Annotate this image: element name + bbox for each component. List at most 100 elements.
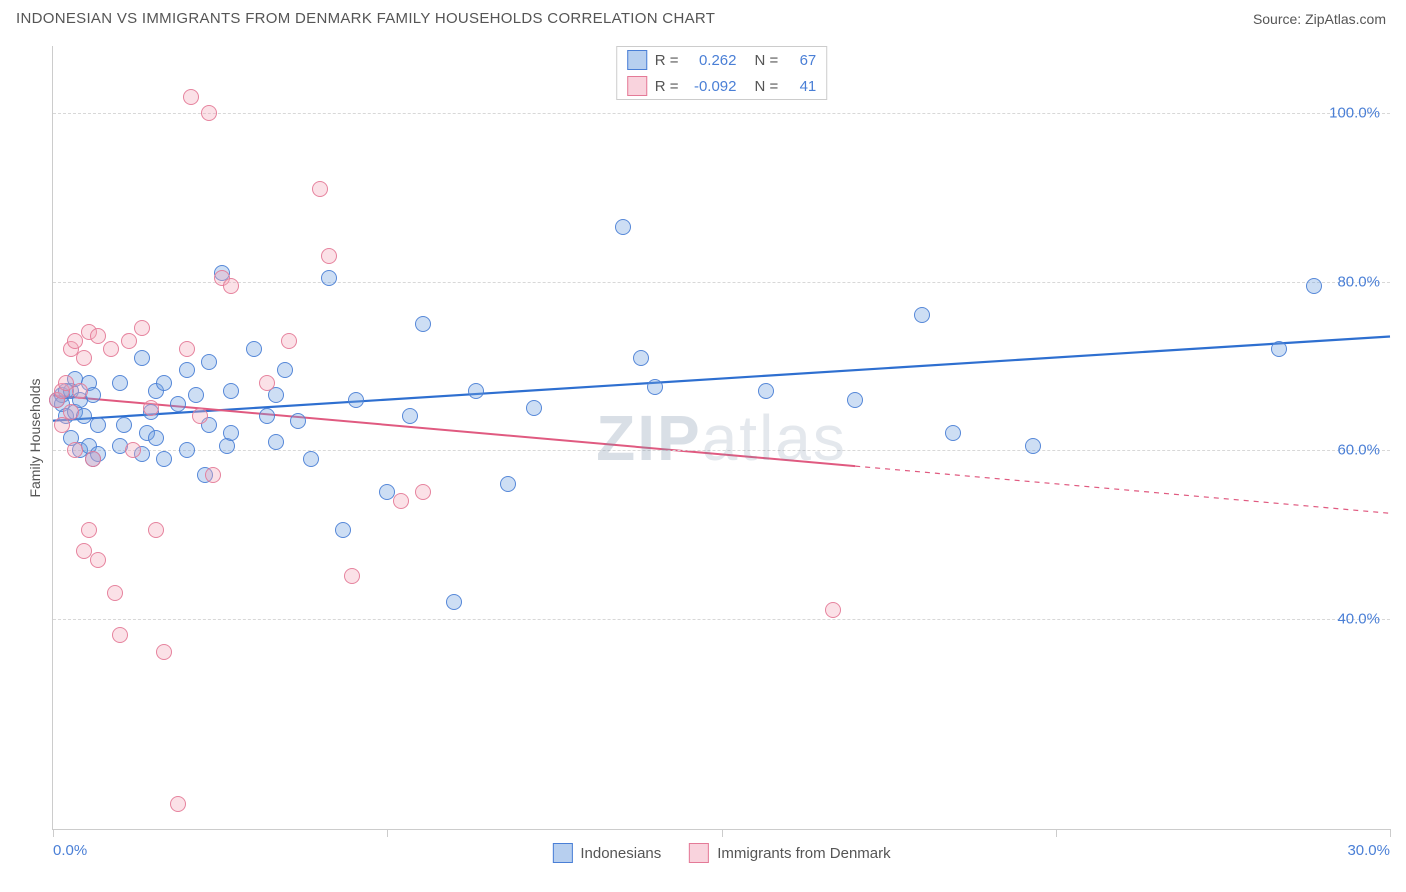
legend-n-value: 41 [786,78,816,95]
legend-n-label: N = [755,78,779,95]
data-point [281,333,297,349]
data-point [90,328,106,344]
data-point [1271,341,1287,357]
x-tick [1056,829,1057,837]
data-point [446,594,462,610]
legend-row: R = 0.262 N = 67 [617,47,827,73]
data-point [156,451,172,467]
legend-r-label: R = [655,78,679,95]
x-tick [722,829,723,837]
legend-r-label: R = [655,52,679,69]
data-point [303,451,319,467]
data-point [335,522,351,538]
data-point [103,341,119,357]
data-point [415,484,431,500]
data-point [415,316,431,332]
data-point [179,442,195,458]
x-tick [1390,829,1391,837]
y-tick-label: 80.0% [1337,273,1380,290]
data-point [156,375,172,391]
legend-r-value: -0.092 [687,78,737,95]
y-tick-label: 100.0% [1329,105,1380,122]
legend-series-label: Immigrants from Denmark [717,845,890,862]
data-point [90,417,106,433]
data-point [148,522,164,538]
data-point [321,270,337,286]
data-point [85,451,101,467]
data-point [223,383,239,399]
data-point [134,320,150,336]
legend-n-value: 67 [786,52,816,69]
data-point [1306,278,1322,294]
legend-series-label: Indonesians [580,845,661,862]
data-point [321,248,337,264]
data-point [526,400,542,416]
data-point [205,467,221,483]
legend-swatch [689,843,709,863]
data-point [156,644,172,660]
source-attribution: Source: ZipAtlas.com [1253,11,1386,27]
data-point [825,602,841,618]
data-point [223,278,239,294]
gridline [53,113,1390,114]
data-point [148,430,164,446]
data-point [143,400,159,416]
data-point [201,105,217,121]
data-point [277,362,293,378]
legend-series: Indonesians Immigrants from Denmark [552,843,890,863]
legend-row: R = -0.092 N = 41 [617,73,827,99]
legend-swatch [627,76,647,96]
x-tick [387,829,388,837]
data-point [223,425,239,441]
legend-item: Immigrants from Denmark [689,843,890,863]
data-point [112,375,128,391]
y-tick-label: 60.0% [1337,442,1380,459]
data-point [268,434,284,450]
data-point [847,392,863,408]
watermark: ZIPatlas [596,401,847,475]
legend-r-value: 0.262 [687,52,737,69]
legend-n-label: N = [755,52,779,69]
plot-area: Family Households ZIPatlas R =0.262N =67… [52,46,1390,830]
data-point [402,408,418,424]
data-point [107,585,123,601]
gridline [53,450,1390,451]
data-point [72,383,88,399]
data-point [259,408,275,424]
data-point [121,333,137,349]
data-point [945,425,961,441]
data-point [344,568,360,584]
data-point [112,627,128,643]
data-point [468,383,484,399]
data-point [63,404,79,420]
data-point [647,379,663,395]
data-point [179,341,195,357]
data-point [348,392,364,408]
x-tick-label: 30.0% [1347,842,1390,859]
data-point [125,442,141,458]
data-point [246,341,262,357]
x-tick [53,829,54,837]
y-axis-title: Family Households [27,378,43,497]
chart-title: INDONESIAN VS IMMIGRANTS FROM DENMARK FA… [16,10,715,27]
data-point [81,522,97,538]
data-point [500,476,516,492]
y-tick-label: 40.0% [1337,610,1380,627]
data-point [76,350,92,366]
legend-swatch [627,50,647,70]
data-point [615,219,631,235]
data-point [201,354,217,370]
data-point [170,396,186,412]
chart-container: Family Households ZIPatlas R = 0.262 N = 67… [16,46,1390,876]
data-point [259,375,275,391]
data-point [312,181,328,197]
data-point [116,417,132,433]
x-tick-label: 0.0% [53,842,87,859]
trend-lines [53,46,1390,829]
data-point [134,350,150,366]
data-point [1025,438,1041,454]
data-point [179,362,195,378]
legend-correlation: R = 0.262 N = 67 R = -0.092 N = 41 [616,46,828,100]
legend-item: Indonesians [552,843,661,863]
gridline [53,619,1390,620]
